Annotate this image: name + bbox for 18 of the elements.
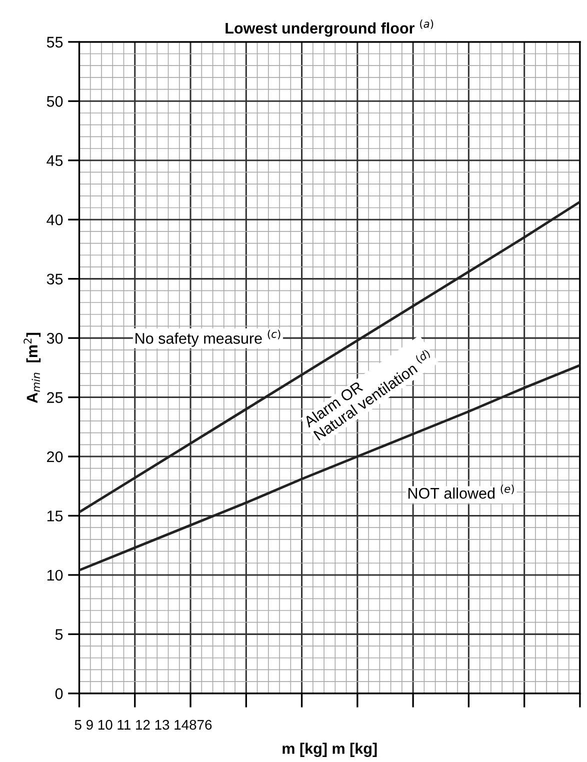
annotation: NOT allowed $^{(e)}$ (408, 484, 514, 499)
y-tick-label: 10 (47, 570, 63, 581)
y-tick-label: 5 (55, 629, 63, 640)
y-tick-label: 55 (46, 36, 63, 48)
y-tick-label: 20 (47, 451, 63, 462)
y-tick-label: 15 (47, 510, 63, 522)
annotation: No safety measure $^{(c)}$ (136, 330, 280, 347)
y-tick-label: 25 (47, 392, 63, 403)
y-tick-label: 45 (46, 155, 63, 166)
chart-title: Lowest underground floor $^{(a)}$ (226, 20, 434, 37)
y-tick-label: 35 (46, 274, 63, 285)
y-tick-label: 40 (46, 214, 63, 226)
y-tick-label: 30 (46, 332, 63, 344)
text: 5 9 10 11 12 13 14876 (74, 720, 212, 730)
y-tick-label: 0 (55, 688, 63, 700)
y-tick-label: 50 (46, 96, 63, 107)
y-axis-title: A$_{min}$ [m$^{2}$] (24, 332, 41, 404)
x-axis-title: m [kg] m [kg] (282, 742, 377, 758)
